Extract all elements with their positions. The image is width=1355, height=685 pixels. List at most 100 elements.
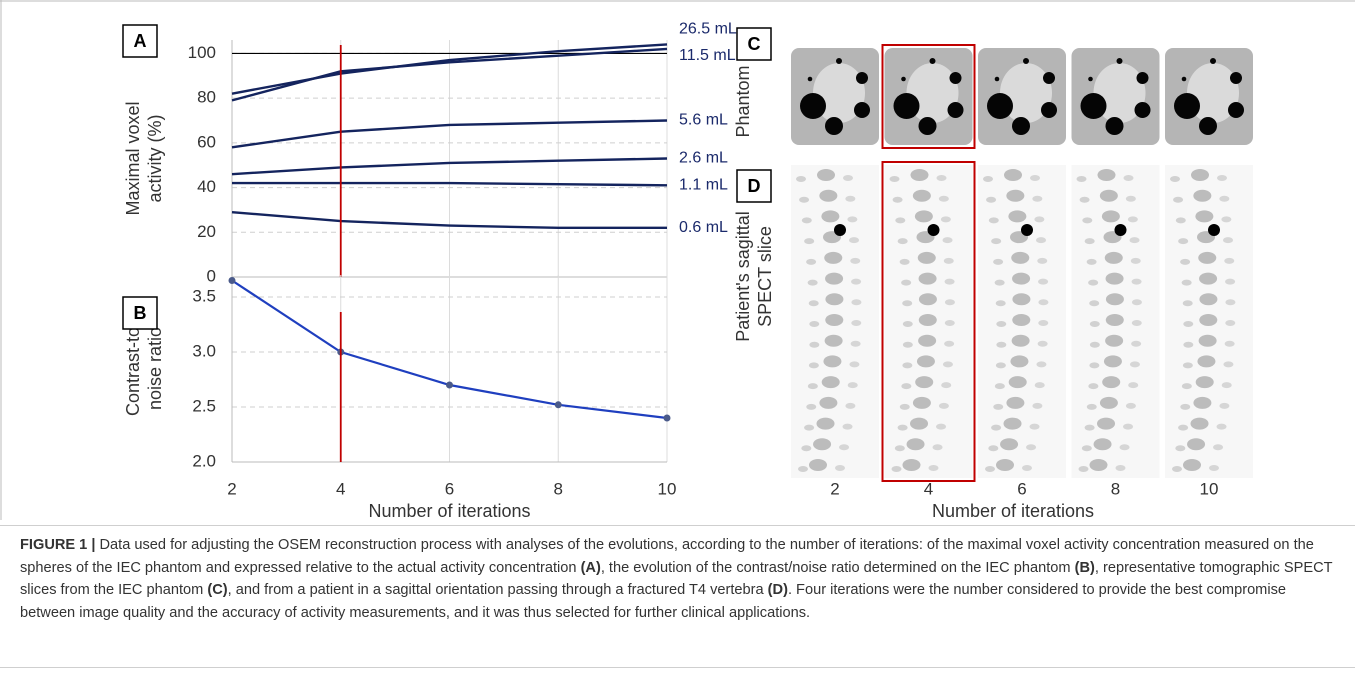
vertebra <box>1010 355 1029 368</box>
spect-image <box>1165 165 1253 478</box>
vertebra <box>1131 320 1142 326</box>
panel-label: D <box>748 176 761 196</box>
y-tick-label: 0 <box>207 266 216 285</box>
x-tick-label: 2 <box>227 479 236 498</box>
vertebra <box>1004 169 1022 181</box>
sphere <box>1116 58 1123 64</box>
vertebra <box>991 238 1002 245</box>
hot-spot <box>1114 224 1127 236</box>
vertebra <box>1195 210 1214 223</box>
x-tick-label: 8 <box>554 479 563 498</box>
vertebra <box>821 376 840 389</box>
vertebra <box>899 403 910 410</box>
vertebra <box>816 417 835 430</box>
hot-spot <box>927 224 940 236</box>
vertebra <box>1097 169 1116 181</box>
phantom-image <box>884 48 973 145</box>
series-label: 1.1 mL <box>679 177 728 194</box>
vertebra <box>936 423 947 430</box>
vertebra <box>807 279 818 286</box>
vertebra <box>1011 334 1030 347</box>
vertebra <box>897 238 908 245</box>
vertebra <box>797 466 808 472</box>
vertebra <box>936 175 947 181</box>
vertebra <box>804 424 815 431</box>
chart-area: 0 20 40 60 80 100 Maximal voxel activity (%) 26.… <box>0 0 1355 520</box>
vertebra <box>806 258 817 265</box>
sphere <box>1012 117 1030 135</box>
spect-image <box>1071 165 1160 478</box>
vertebra <box>1193 396 1212 409</box>
series-label: 5.6 mL <box>679 112 728 129</box>
caption-text: , and from a patient in a sagittal orien… <box>227 582 768 598</box>
caption-label: FIGURE 1 | <box>20 537 96 553</box>
vertebra <box>1199 272 1218 285</box>
vertebra <box>1036 361 1047 368</box>
sphere <box>1088 76 1093 82</box>
vertebra <box>817 169 835 181</box>
vertebra <box>995 300 1006 307</box>
vertebra <box>1125 402 1136 409</box>
vertebra <box>1178 238 1189 245</box>
vertebra <box>1127 216 1138 223</box>
vertebra <box>1219 195 1230 202</box>
vertebra <box>940 216 951 223</box>
vertebra <box>942 361 953 368</box>
spect-image <box>978 165 1066 478</box>
data-point <box>663 414 671 422</box>
vertebra <box>1105 334 1124 347</box>
vertebra <box>1012 293 1031 306</box>
y-tick-label: 3.0 <box>192 341 216 360</box>
row-label: SPECT slice <box>755 226 775 327</box>
vertebra <box>917 251 936 264</box>
sphere <box>1181 76 1187 82</box>
panel-label: B <box>134 303 147 323</box>
panel-label: C <box>748 34 761 54</box>
vertebra <box>1105 314 1124 326</box>
vertebra <box>851 299 862 306</box>
vertebra <box>807 383 818 390</box>
vertebra <box>851 320 862 326</box>
vertebra <box>1088 383 1099 390</box>
y-tick-label: 2.0 <box>192 451 216 470</box>
y-tick-label: 20 <box>197 222 216 241</box>
vertebra <box>1170 176 1180 182</box>
vertebra <box>1131 340 1142 347</box>
vertebra <box>916 355 935 368</box>
vertebra <box>1006 189 1025 202</box>
vertebra <box>902 459 921 471</box>
vertebra <box>825 314 844 326</box>
vertebra <box>1093 438 1112 451</box>
vertebra <box>932 444 943 451</box>
vertebra <box>824 251 843 264</box>
vertebra <box>801 217 812 224</box>
vertebra <box>1219 402 1230 409</box>
vertebra <box>901 383 912 390</box>
sphere <box>856 72 868 84</box>
vertebra <box>938 402 949 409</box>
row-label: Phantom <box>733 65 753 137</box>
vertebra <box>891 466 902 472</box>
vertebra <box>1191 169 1209 181</box>
vertebra <box>808 362 819 369</box>
phantom-image <box>978 48 1066 145</box>
sphere <box>929 58 936 64</box>
vertebra <box>1032 402 1043 409</box>
column-label: 2 <box>830 479 839 498</box>
vertebra <box>1129 361 1140 368</box>
vertebra <box>1037 340 1048 347</box>
caption-ref: (C) <box>207 582 228 598</box>
column-label: 6 <box>1017 479 1026 498</box>
vertebra <box>1030 175 1040 181</box>
sphere <box>1105 117 1124 135</box>
vertebra <box>995 362 1006 369</box>
vertebra <box>1089 459 1108 471</box>
sphere <box>901 76 906 82</box>
sphere <box>1136 72 1149 84</box>
vertebra <box>1099 189 1118 202</box>
vertebra <box>1089 321 1100 327</box>
image-glow <box>1187 63 1239 123</box>
vertebra <box>993 403 1004 410</box>
vertebra <box>1097 417 1116 430</box>
vertebra <box>994 383 1005 390</box>
